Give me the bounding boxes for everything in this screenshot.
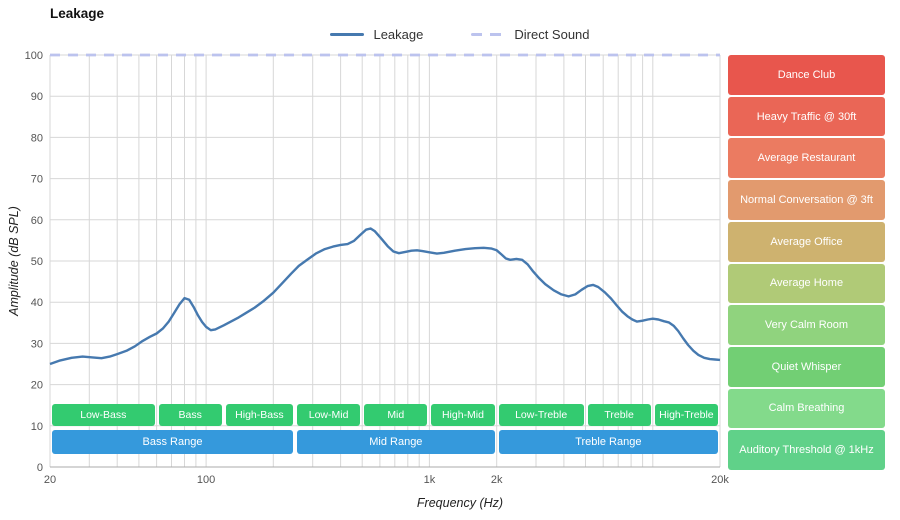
band-treble-range[interactable]: Treble Range <box>498 430 718 454</box>
y-tick-label: 70 <box>31 174 43 186</box>
noise-level-scale: Dance Club Heavy Traffic @ 30ft Average Re… <box>728 55 885 471</box>
y-tick-label: 50 <box>31 256 43 268</box>
noise-level-average-restaurant: Average Restaurant <box>728 138 885 179</box>
noise-level-dance-club: Dance Club <box>728 55 885 95</box>
x-axis-title: Frequency (Hz) <box>416 496 504 510</box>
y-tick-label: 100 <box>25 50 43 62</box>
noise-level-heavy-traffic-30ft: Heavy Traffic @ 30ft <box>728 96 885 137</box>
band-bass[interactable]: Bass <box>158 404 222 426</box>
y-tick-label: 20 <box>31 380 43 392</box>
band-bass-range[interactable]: Bass Range <box>52 430 293 454</box>
legend-label-leakage: Leakage <box>373 27 424 42</box>
noise-level-quiet-whisper: Quiet Whisper <box>728 346 885 387</box>
legend-label-direct-sound: Direct Sound <box>514 27 590 42</box>
noise-level-average-home: Average Home <box>728 263 885 304</box>
band-high-bass[interactable]: High-Bass <box>225 404 293 426</box>
band-mid[interactable]: Mid <box>364 404 428 426</box>
legend-item-direct-sound: Direct Sound <box>471 27 590 42</box>
x-tick-label: 2k <box>491 474 503 486</box>
band-low-bass[interactable]: Low-Bass <box>52 404 155 426</box>
y-tick-label: 80 <box>31 132 43 144</box>
noise-level-normal-conversation-3ft: Normal Conversation @ 3ft <box>728 180 885 220</box>
y-tick-label: 40 <box>31 297 43 309</box>
legend-item-leakage: Leakage <box>330 27 423 42</box>
y-tick-label: 0 <box>37 462 43 474</box>
band-low-treble[interactable]: Low-Treble <box>498 404 584 426</box>
band-low-mid[interactable]: Low-Mid <box>297 404 361 426</box>
y-tick-label: 30 <box>31 338 43 350</box>
x-tick-label: 20k <box>711 474 729 486</box>
y-tick-label: 10 <box>31 421 43 433</box>
y-tick-label: 60 <box>31 215 43 227</box>
band-mid-range[interactable]: Mid Range <box>297 430 495 454</box>
noise-level-calm-breathing: Calm Breathing <box>728 388 885 429</box>
band-high-treble[interactable]: High-Treble <box>654 404 718 426</box>
x-tick-label: 100 <box>197 474 215 486</box>
chart-title: Leakage <box>50 6 105 21</box>
band-high-mid[interactable]: High-Mid <box>431 404 495 426</box>
y-axis-title: Amplitude (dB SPL) <box>7 206 21 316</box>
noise-level-average-office: Average Office <box>728 221 885 262</box>
band-treble[interactable]: Treble <box>587 404 651 426</box>
legend: Leakage Direct Sound <box>0 27 900 42</box>
x-tick-label: 20 <box>44 474 56 486</box>
leakage-line-swatch <box>330 33 365 36</box>
y-tick-label: 90 <box>31 91 43 103</box>
noise-level-very-calm-room: Very Calm Room <box>728 305 885 345</box>
direct-sound-line-swatch <box>471 33 506 36</box>
x-tick-label: 1k <box>424 474 436 486</box>
series-line-leakage <box>49 227 721 366</box>
noise-level-auditory-threshold-1khz: Auditory Threshold @ 1kHz <box>728 430 885 471</box>
